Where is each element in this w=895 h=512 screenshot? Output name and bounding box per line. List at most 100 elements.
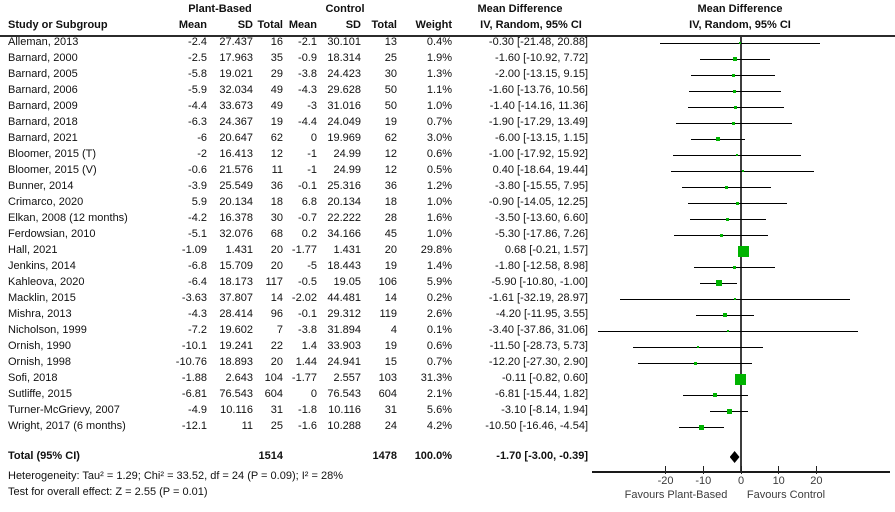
- cell-mean2: 0: [310, 132, 317, 144]
- cell-total1: 29: [270, 68, 283, 80]
- column-header-sd2: SD: [345, 19, 361, 31]
- cell-total1: 7: [276, 324, 283, 336]
- cell-total2: 106: [378, 276, 397, 288]
- cell-sd2: 31.894: [327, 324, 361, 336]
- cell-mean2: -5: [307, 260, 317, 272]
- cell-sd1: 18.893: [219, 356, 253, 368]
- study-name: Ornish, 1998: [8, 356, 71, 368]
- cell-sd1: 18.173: [219, 276, 253, 288]
- cell-sd2: 44.481: [327, 292, 361, 304]
- cell-sd1: 21.576: [219, 164, 253, 176]
- cell-mean1: -6: [197, 132, 207, 144]
- cell-mean2: -1.77: [291, 244, 317, 256]
- cell-mean2: -1.6: [298, 420, 317, 432]
- cell-total1: 30: [270, 212, 283, 224]
- total-n-control: 1478: [372, 450, 397, 462]
- group-header-control: Control: [325, 3, 365, 15]
- cell-md_label: -0.30 [-21.48, 20.88]: [488, 36, 588, 48]
- cell-md_label: -12.20 [-27.30, 2.90]: [488, 356, 588, 368]
- axis-tick-label: 20: [810, 475, 823, 487]
- study-name: Barnard, 2005: [8, 68, 78, 80]
- cell-total1: 20: [270, 244, 283, 256]
- cell-sd1: 17.963: [219, 52, 253, 64]
- cell-md_label: -5.90 [-10.80, -1.00]: [491, 276, 588, 288]
- cell-sd2: 25.316: [327, 180, 361, 192]
- cell-sd2: 33.903: [327, 340, 361, 352]
- cell-weight: 1.9%: [426, 52, 452, 64]
- cell-mean2: 1.44: [295, 356, 317, 368]
- axis-tick: [665, 466, 667, 474]
- study-name: Jenkins, 2014: [8, 260, 76, 272]
- study-name: Barnard, 2021: [8, 132, 78, 144]
- cell-total2: 45: [384, 228, 397, 240]
- cell-mean1: -2.4: [188, 36, 207, 48]
- axis-tick-label: -10: [695, 475, 712, 487]
- cell-sd2: 20.134: [327, 196, 361, 208]
- cell-mean2: -4.4: [298, 116, 317, 128]
- cell-total1: 62: [270, 132, 283, 144]
- cell-sd2: 31.016: [327, 100, 361, 112]
- cell-sd1: 15.709: [219, 260, 253, 272]
- study-name: Barnard, 2006: [8, 84, 78, 96]
- effect-square: [732, 265, 736, 269]
- cell-total1: 14: [270, 292, 283, 304]
- cell-sd1: 76.543: [219, 388, 253, 400]
- study-name: Turner-McGrievy, 2007: [8, 404, 120, 416]
- cell-weight: 1.4%: [426, 260, 452, 272]
- column-header-total2: Total: [371, 19, 397, 31]
- cell-sd1: 20.647: [219, 132, 253, 144]
- effect-square: [735, 373, 747, 385]
- study-name: Barnard, 2018: [8, 116, 78, 128]
- cell-md_label: -4.20 [-11.95, 3.55]: [495, 308, 588, 320]
- cell-total1: 104: [264, 372, 283, 384]
- cell-total2: 19: [384, 116, 397, 128]
- effect-square: [698, 424, 704, 430]
- cell-sd2: 24.941: [327, 356, 361, 368]
- axis-tick: [740, 466, 742, 474]
- favours-left-label: Favours Plant-Based: [624, 489, 728, 501]
- cell-md_label: 0.68 [-0.21, 1.57]: [504, 244, 588, 256]
- cell-weight: 2.6%: [426, 308, 452, 320]
- effect-square: [719, 233, 723, 237]
- cell-md_label: -0.11 [-0.82, 0.60]: [501, 372, 588, 384]
- cell-sd1: 20.134: [219, 196, 253, 208]
- effect-square: [736, 154, 739, 156]
- study-name: Alleman, 2013: [8, 36, 79, 48]
- cell-sd2: 24.99: [333, 148, 361, 160]
- cell-mean1: -0.6: [188, 164, 207, 176]
- cell-mean1: -2.5: [188, 52, 207, 64]
- cell-mean1: -4.3: [188, 308, 207, 320]
- cell-md_label: -2.00 [-13.15, 9.15]: [495, 68, 588, 80]
- cell-md_label: -1.60 [-13.76, 10.56]: [488, 84, 588, 96]
- effect-square: [716, 137, 721, 141]
- cell-mean2: 1.4: [301, 340, 317, 352]
- cell-sd1: 11: [241, 420, 253, 432]
- cell-total2: 4: [390, 324, 397, 336]
- cell-md_label: -6.81 [-15.44, 1.82]: [495, 388, 588, 400]
- cell-total1: 20: [270, 356, 283, 368]
- cell-sd1: 37.807: [219, 292, 253, 304]
- cell-weight: 1.6%: [426, 212, 452, 224]
- column-header-mean2: Mean: [288, 19, 317, 31]
- effect-square: [726, 217, 730, 221]
- cell-total1: 36: [270, 180, 283, 192]
- cell-mean1: -4.9: [188, 404, 207, 416]
- cell-mean2: -0.1: [298, 180, 317, 192]
- total-diamond: [729, 451, 740, 463]
- effect-square: [723, 313, 728, 317]
- column-header-total1: Total: [257, 19, 283, 31]
- column-header-mean1: Mean: [178, 19, 207, 31]
- md-column-title: Mean Difference: [477, 3, 563, 15]
- cell-mean1: -4.2: [188, 212, 207, 224]
- cell-sd2: 34.166: [327, 228, 361, 240]
- study-name: Sutliffe, 2015: [8, 388, 73, 400]
- cell-sd2: 24.423: [327, 68, 361, 80]
- favours-right-label: Favours Control: [746, 489, 826, 501]
- cell-md_label: -1.40 [-14.16, 11.36]: [489, 100, 588, 112]
- cell-total1: 19: [270, 116, 283, 128]
- cell-total1: 20: [270, 260, 283, 272]
- cell-md_label: -3.10 [-8.14, 1.94]: [501, 404, 588, 416]
- cell-weight: 0.6%: [426, 148, 452, 160]
- cell-mean1: -3.9: [188, 180, 207, 192]
- cell-sd1: 19.241: [219, 340, 253, 352]
